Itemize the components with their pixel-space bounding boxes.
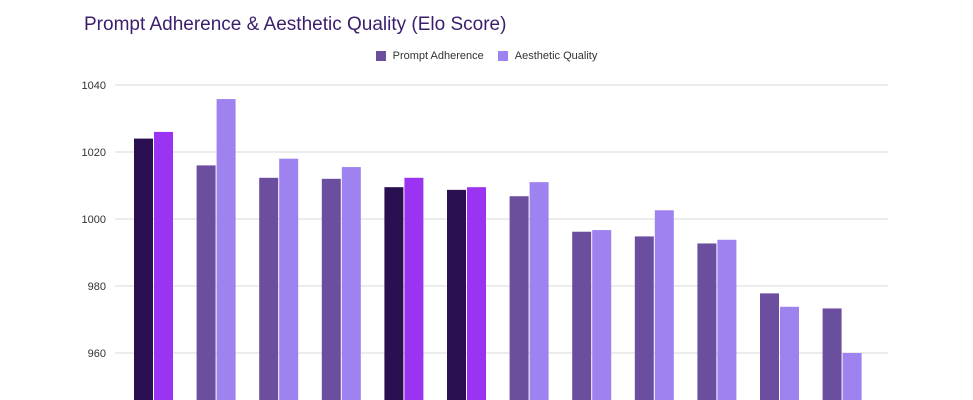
bar-aesthetic-quality-4[interactable]: [341, 167, 361, 400]
bar-aesthetic-quality-5[interactable]: [404, 177, 424, 400]
y-tick-label: 1000: [82, 214, 106, 226]
y-tick-label: 1040: [82, 80, 106, 92]
bar-prompt-adherence-12[interactable]: [822, 308, 842, 400]
y-axis-ticks: 960 980 1000 1020 1040: [82, 80, 106, 360]
y-tick-label: 980: [88, 281, 106, 293]
bar-prompt-adherence-10[interactable]: [697, 243, 717, 400]
bar-aesthetic-quality-2[interactable]: [216, 99, 236, 400]
legend-label-prompt-adherence: Prompt Adherence: [392, 50, 484, 62]
bar-prompt-adherence-9[interactable]: [634, 236, 654, 400]
gridlines: [115, 84, 888, 354]
bar-prompt-adherence-4[interactable]: [321, 178, 341, 400]
chart-title: Prompt Adherence & Aesthetic Quality (El…: [84, 14, 507, 35]
bar-prompt-adherence-3[interactable]: [259, 177, 279, 400]
bars: [134, 99, 862, 400]
legend-swatch-aesthetic-quality: [497, 51, 508, 61]
bar-aesthetic-quality-11[interactable]: [780, 306, 799, 400]
bar-prompt-adherence-5[interactable]: [384, 187, 404, 400]
bar-prompt-adherence-6[interactable]: [447, 189, 466, 400]
bar-prompt-adherence-8[interactable]: [572, 231, 592, 400]
legend-label-aesthetic-quality: Aesthetic Quality: [514, 50, 598, 62]
bar-prompt-adherence-1[interactable]: [134, 138, 153, 400]
bar-prompt-adherence-7[interactable]: [509, 196, 529, 400]
legend: Prompt Adherence Aesthetic Quality: [0, 50, 973, 62]
legend-item-prompt-adherence[interactable]: Prompt Adherence: [375, 50, 484, 62]
bar-aesthetic-quality-12[interactable]: [842, 353, 862, 400]
bar-prompt-adherence-11[interactable]: [760, 293, 779, 400]
bar-aesthetic-quality-3[interactable]: [279, 158, 299, 400]
bar-aesthetic-quality-10[interactable]: [717, 239, 737, 400]
bar-prompt-adherence-2[interactable]: [196, 165, 216, 400]
y-tick-label: 1020: [82, 147, 106, 159]
bar-aesthetic-quality-1[interactable]: [154, 131, 173, 400]
bar-aesthetic-quality-9[interactable]: [654, 210, 674, 400]
legend-item-aesthetic-quality[interactable]: Aesthetic Quality: [497, 50, 598, 62]
bar-aesthetic-quality-7[interactable]: [529, 182, 549, 400]
y-tick-label: 960: [88, 348, 106, 360]
bar-aesthetic-quality-8[interactable]: [592, 230, 612, 400]
bar-aesthetic-quality-6[interactable]: [467, 187, 486, 400]
legend-swatch-prompt-adherence: [375, 51, 386, 61]
